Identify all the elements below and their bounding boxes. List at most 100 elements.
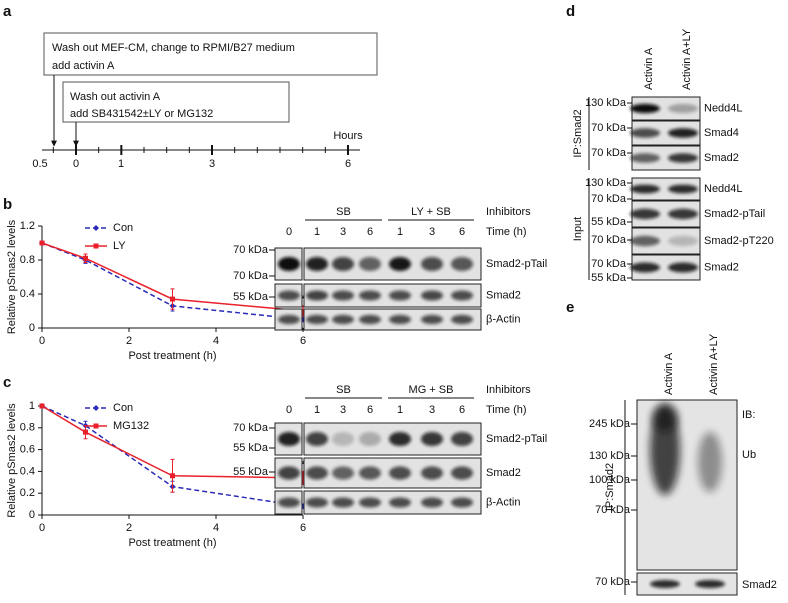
series-line (41, 405, 304, 508)
band (306, 497, 328, 508)
group-label: LY + SB (411, 206, 451, 218)
band (668, 153, 698, 163)
legend-label: MG132 (113, 420, 149, 432)
y-tick-label: 0 (29, 509, 35, 521)
point (39, 403, 45, 409)
mw-label: 70 kDa (595, 576, 631, 588)
band (695, 580, 725, 588)
mw-label: 55 kDa (233, 442, 269, 454)
mw-label: 245 kDa (589, 418, 631, 430)
step-text: add SB431542±LY or MG132 (70, 108, 213, 120)
lane-label: 3 (340, 226, 346, 238)
band (332, 466, 354, 480)
band (359, 256, 381, 272)
group-label: SB (336, 206, 351, 218)
x-axis-label: Post treatment (h) (128, 537, 216, 549)
point (300, 475, 306, 481)
band (332, 256, 354, 272)
lane-label: 6 (367, 226, 373, 238)
band (451, 431, 473, 447)
mw-label: 70 kDa (591, 122, 627, 134)
mw-label: 100 kDa (589, 474, 631, 486)
mw-label: 130 kDa (585, 97, 627, 109)
band (359, 314, 381, 325)
step-text: Wash out activin A (70, 91, 161, 103)
y-tick-label: 1 (29, 400, 35, 412)
point (170, 296, 175, 302)
band (389, 431, 411, 447)
mw-label: 70 kDa (233, 244, 269, 256)
row-label: Nedd4L (704, 102, 743, 114)
band (630, 128, 660, 138)
group-label: SB (336, 384, 351, 396)
band (668, 262, 698, 273)
legend-label: LY (113, 240, 126, 252)
band (389, 290, 411, 301)
group-title: Inhibitors (486, 384, 531, 396)
mw-label: 70 kDa (233, 422, 269, 434)
band (668, 128, 698, 138)
band (306, 290, 328, 301)
panel-label: e (566, 299, 574, 316)
band (421, 431, 443, 447)
group-title: Inhibitors (486, 206, 531, 218)
band (389, 314, 411, 325)
band (389, 256, 411, 272)
band (306, 314, 328, 325)
lane-label: 3 (429, 404, 435, 416)
row-label: Smad2 (704, 152, 739, 164)
y-tick-label: 0.4 (20, 465, 35, 477)
lane-label: 1 (314, 404, 320, 416)
lane-label: 6 (459, 226, 465, 238)
row-label: Smad2 (742, 579, 777, 591)
lane-label: 1 (314, 226, 320, 238)
section-label: IP:Smad2 (572, 109, 584, 157)
band (306, 256, 328, 272)
band (278, 314, 300, 325)
point (300, 308, 306, 314)
band (359, 290, 381, 301)
legend-marker (93, 423, 99, 429)
panel-label: a (3, 3, 12, 20)
section-label: IP:Smad2 (604, 463, 616, 511)
lane-label: 0 (286, 404, 292, 416)
x-tick-label: 0 (39, 522, 45, 534)
mw-label: 70 kDa (591, 147, 627, 159)
step-box (62, 81, 290, 123)
band (359, 431, 381, 447)
point (170, 473, 175, 479)
timeline-label: 0.5 (32, 158, 47, 170)
band (278, 466, 300, 480)
band (630, 153, 660, 163)
band (451, 314, 473, 325)
panel-label: b (3, 196, 12, 213)
x-tick-label: 2 (126, 335, 132, 347)
mw-label: 55 kDa (233, 291, 269, 303)
point (83, 255, 88, 261)
point (83, 429, 88, 435)
timeline-label: 6 (345, 158, 351, 170)
band (359, 466, 381, 480)
series-line (41, 242, 304, 312)
annotation: * (301, 294, 306, 306)
band (332, 497, 354, 508)
band (451, 290, 473, 301)
row-label: Smad2-pTail (486, 258, 547, 270)
band (668, 103, 698, 114)
band (451, 466, 473, 480)
band (451, 497, 473, 508)
band (421, 290, 443, 301)
panel-label: d (566, 3, 575, 20)
point (39, 240, 45, 246)
lane-label: 3 (429, 226, 435, 238)
band (650, 580, 680, 588)
row-label: Smad2-pTail (486, 433, 547, 445)
blot-bg (636, 399, 738, 571)
band (278, 497, 300, 508)
step-box (43, 32, 378, 76)
row-label: β-Actin (486, 313, 520, 325)
band (451, 256, 473, 272)
x-tick-label: 2 (126, 522, 132, 534)
lane-label: 6 (459, 404, 465, 416)
column-label: Activin A+LY (681, 28, 693, 90)
